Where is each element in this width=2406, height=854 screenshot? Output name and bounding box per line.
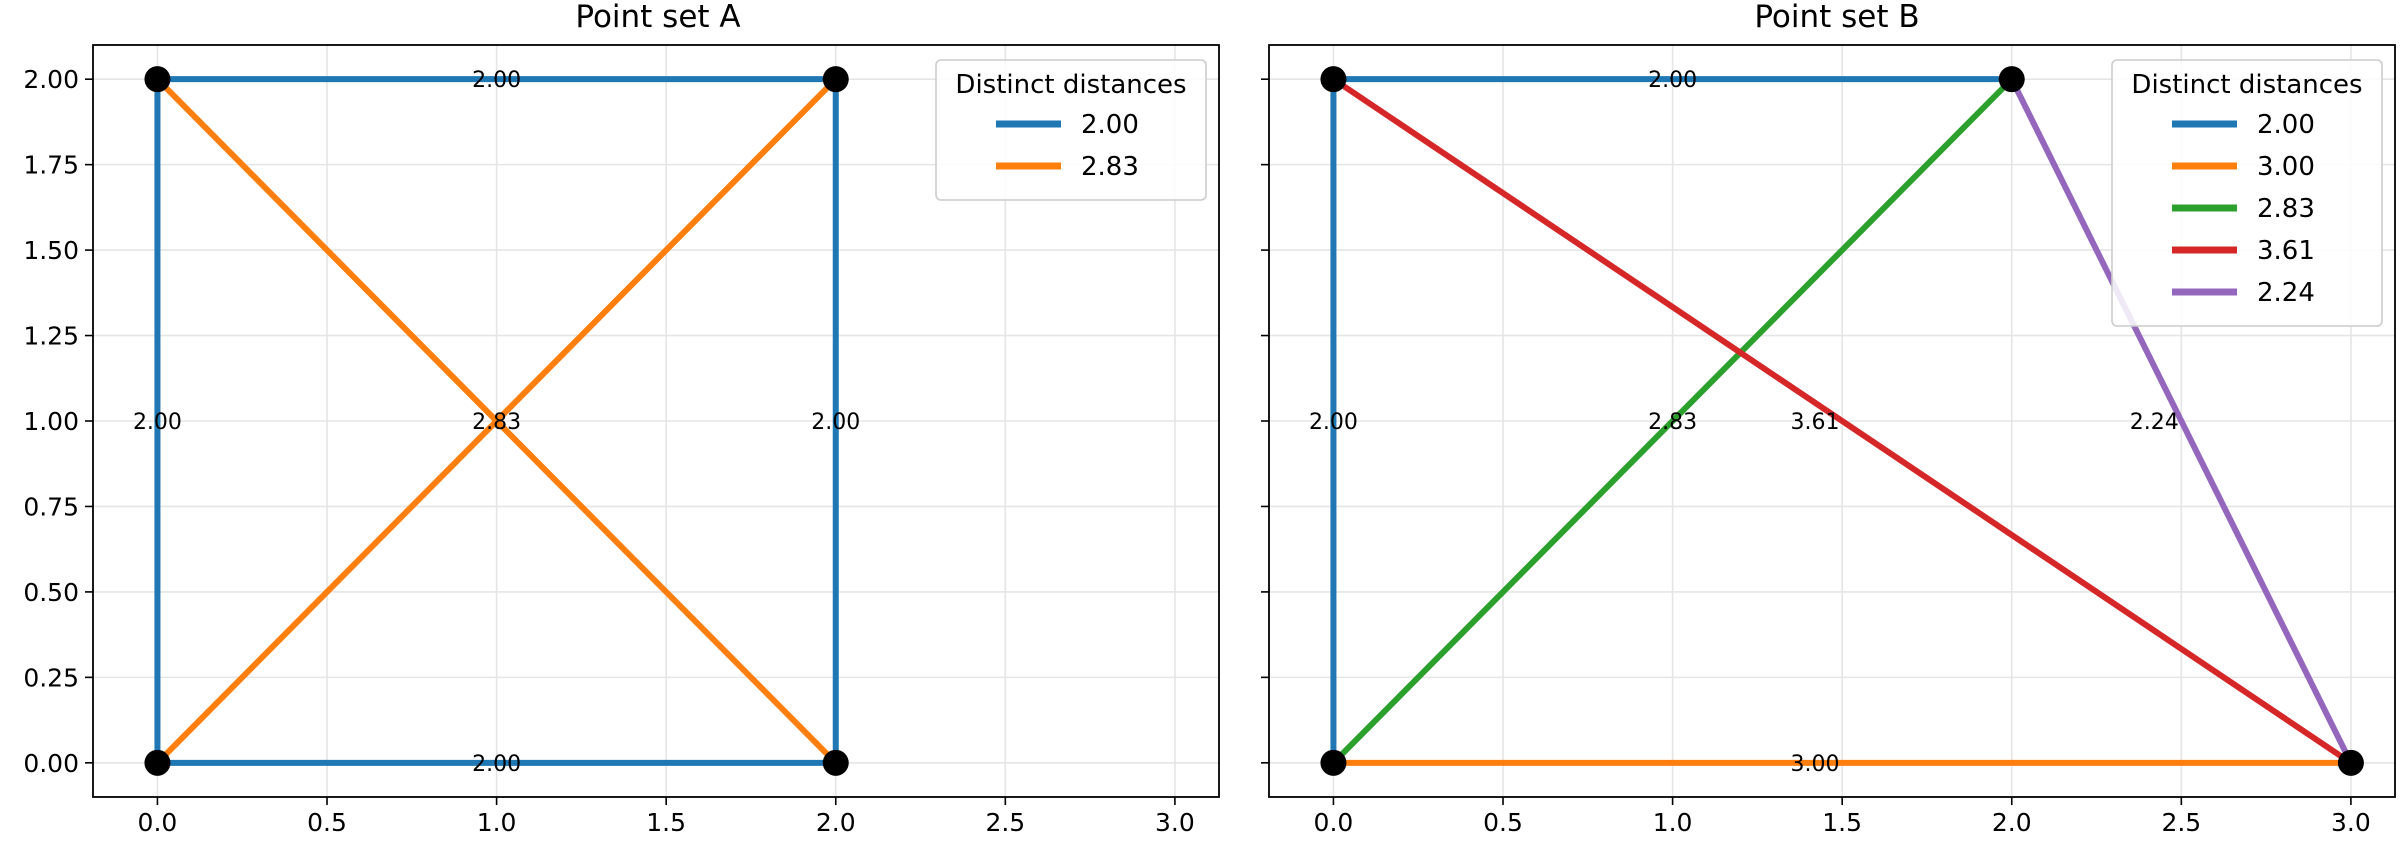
points bbox=[144, 66, 849, 776]
legend: Distinct distances 2.00 2.83 bbox=[935, 59, 1207, 201]
panel-title: Point set B bbox=[1754, 0, 1919, 35]
x-tick-label: 0.0 bbox=[138, 808, 178, 837]
y-tick-label: 2.00 bbox=[23, 65, 79, 94]
point-marker bbox=[1320, 66, 1347, 93]
edge-label: 2.00 bbox=[472, 68, 521, 93]
point-marker bbox=[822, 749, 849, 776]
legend-label: 2.00 bbox=[2257, 110, 2315, 140]
panel-title: Point set A bbox=[575, 0, 740, 35]
edge-labels: 2.00 2.00 2.00 2.00 2.83 bbox=[133, 68, 860, 777]
x-axis: 0.0 0.5 1.0 1.5 2.0 2.5 3.0 bbox=[1314, 797, 2371, 837]
y-tick-label: 0.75 bbox=[23, 492, 79, 521]
point-marker bbox=[2337, 749, 2364, 776]
edge-label: 3.61 bbox=[1791, 410, 1840, 435]
edge-labels: 2.00 2.00 3.00 2.83 3.61 2.24 bbox=[1309, 68, 2179, 777]
edge-label: 3.00 bbox=[1791, 752, 1840, 777]
legend-label: 2.24 bbox=[2257, 278, 2315, 308]
x-tick-label: 0.5 bbox=[307, 808, 347, 837]
legend: Distinct distances 2.00 3.00 2.83 3.61 2.24 bbox=[2111, 59, 2383, 327]
y-tick-label: 0.00 bbox=[23, 749, 79, 778]
edge-2-24 bbox=[2009, 77, 2354, 765]
y-tick-label: 1.00 bbox=[23, 407, 79, 436]
x-tick-label: 1.0 bbox=[1653, 808, 1693, 837]
plot-frame bbox=[1268, 44, 2396, 798]
point-marker bbox=[1998, 66, 2025, 93]
y-tick-label: 0.50 bbox=[23, 578, 79, 607]
edge-2-83 bbox=[1331, 77, 2014, 765]
legend-label: 2.83 bbox=[1081, 152, 1139, 182]
point-marker bbox=[144, 66, 171, 93]
legend-label: 3.00 bbox=[2257, 152, 2315, 182]
x-tick-label: 0.5 bbox=[1483, 808, 1523, 837]
edge-label: 2.00 bbox=[1309, 410, 1358, 435]
edge-label: 2.00 bbox=[472, 752, 521, 777]
point-marker bbox=[144, 749, 171, 776]
edge-label: 2.00 bbox=[133, 410, 182, 435]
x-tick-label: 2.5 bbox=[985, 808, 1025, 837]
edges bbox=[154, 76, 839, 766]
panel-point-set-b: Point set B 0.0 0.5 1.0 1.5 2.0 2.5 3.02.002.0… bbox=[1261, 0, 2396, 837]
x-tick-label: 3.0 bbox=[1155, 808, 1195, 837]
y-tick-label: 0.25 bbox=[23, 663, 79, 692]
edge-label: 2.83 bbox=[1648, 410, 1697, 435]
y-tick-label: 1.50 bbox=[23, 236, 79, 265]
x-tick-label: 1.0 bbox=[477, 808, 517, 837]
x-tick-label: 2.0 bbox=[1992, 808, 2032, 837]
edge-label: 2.24 bbox=[2130, 410, 2179, 435]
legend-title: Distinct distances bbox=[955, 70, 1186, 100]
x-tick-label: 1.5 bbox=[1822, 808, 1862, 837]
x-axis: 0.0 0.5 1.0 1.5 2.0 2.5 3.0 bbox=[138, 797, 1195, 837]
y-tick-label: 1.25 bbox=[23, 322, 79, 351]
edge-label: 2.83 bbox=[472, 410, 521, 435]
edge-2-83 bbox=[155, 77, 838, 765]
edge-label: 2.00 bbox=[811, 410, 860, 435]
x-tick-label: 0.0 bbox=[1314, 808, 1354, 837]
y-axis bbox=[1261, 78, 1269, 764]
y-tick-label: 1.75 bbox=[23, 151, 79, 180]
legend-label: 2.83 bbox=[2257, 194, 2315, 224]
legend-label: 3.61 bbox=[2257, 236, 2315, 266]
y-axis: 0.00 0.25 0.50 0.75 1.00 1.25 1.50 1.75 2.00 bbox=[23, 65, 93, 778]
x-tick-label: 3.0 bbox=[2331, 808, 2371, 837]
x-tick-label: 1.5 bbox=[646, 808, 686, 837]
point-marker bbox=[1320, 749, 1347, 776]
point-marker bbox=[822, 66, 849, 93]
plot-frame bbox=[92, 44, 1220, 798]
edge-3-61 bbox=[1331, 76, 2353, 766]
edge-label: 2.00 bbox=[1648, 68, 1697, 93]
legend-label: 2.00 bbox=[1081, 110, 1139, 140]
legend-title: Distinct distances bbox=[2131, 70, 2362, 100]
x-tick-label: 2.0 bbox=[816, 808, 856, 837]
x-tick-label: 2.5 bbox=[2161, 808, 2201, 837]
panel-point-set-a: Point set A 0.0 0.5 1.0 1.5 2.0 2.5 3.0 0.00 0.2… bbox=[23, 0, 1220, 837]
points bbox=[1320, 66, 2364, 776]
edges bbox=[1330, 76, 2354, 766]
